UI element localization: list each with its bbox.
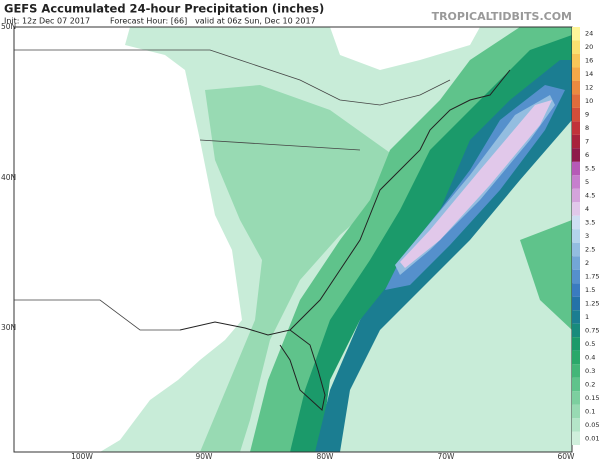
colorbar-swatch <box>572 148 580 162</box>
colorbar-label: 1.75 <box>585 272 599 280</box>
colorbar-swatch <box>572 67 580 81</box>
coastline <box>289 69 511 331</box>
colorbar-swatch <box>572 215 580 230</box>
lon-label: 60W <box>558 452 576 461</box>
colorbar-label: 2 <box>585 259 589 267</box>
max-precip <box>400 100 552 268</box>
colorbar-label: 0.5 <box>585 340 595 348</box>
colorbar-label: 0.1 <box>585 407 595 415</box>
colorbar-label: 1 <box>585 313 589 321</box>
lon-label: 80W <box>317 452 335 461</box>
colorbar-swatch <box>572 175 580 189</box>
colorbar-swatch <box>572 404 580 419</box>
colorbar-label: 8 <box>585 124 589 132</box>
moderate-precip <box>520 220 572 330</box>
colorbar-label: 14 <box>585 70 593 78</box>
colorbar-label: 0.05 <box>585 421 599 429</box>
colorbar-swatch <box>572 364 580 378</box>
colorbar-label: 4 <box>585 205 589 213</box>
source: TROPICALTIDBITS.COM <box>432 10 572 23</box>
light-precip <box>200 85 400 452</box>
valid-time: valid at 06z Sun, Dec 10 2017 <box>195 17 316 26</box>
colorbar-label: 0.01 <box>585 434 599 442</box>
colorbar-label: 4.5 <box>585 192 595 200</box>
colorbar-label: 24 <box>585 30 593 38</box>
lon-label: 100W <box>71 452 93 461</box>
state-border <box>199 139 361 151</box>
colorbar-label: 16 <box>585 57 593 65</box>
colorbar-label: 1.25 <box>585 299 599 307</box>
colorbar-swatch <box>572 121 580 135</box>
colorbar-swatch <box>572 80 580 95</box>
border <box>14 49 451 106</box>
colorbar-swatch <box>572 323 580 338</box>
colorbar-swatch <box>572 337 580 351</box>
colorbar-swatch <box>572 350 580 365</box>
colorbar-label: 0.15 <box>585 394 599 402</box>
colorbar-label: 0.4 <box>585 353 595 361</box>
colorbar-swatch <box>572 27 580 41</box>
colorbar-label: 0.2 <box>585 380 595 388</box>
coastline <box>179 321 326 411</box>
colorbar-swatch <box>572 431 580 445</box>
colorbar-swatch <box>572 283 580 297</box>
colorbar-swatch <box>572 94 580 108</box>
colorbar-label: 3.5 <box>585 219 595 227</box>
dry-area <box>14 27 242 452</box>
colorbar-swatch <box>572 229 580 243</box>
colorbar-swatch <box>572 418 580 432</box>
colorbar-label: 20 <box>585 43 593 51</box>
lon-label: 90W <box>196 452 214 461</box>
colorbar-label: 12 <box>585 84 593 92</box>
colorbar-swatch <box>572 40 580 54</box>
colorbar-swatch <box>572 188 580 203</box>
colorbar-swatch <box>572 377 580 392</box>
colorbar-swatch <box>572 161 580 176</box>
colorbar-label: 5 <box>585 178 589 186</box>
colorbar-swatch <box>572 107 580 122</box>
init-time: Init: 12z Dec 07 2017 <box>4 17 90 26</box>
colorbar-label: 9 <box>585 111 589 119</box>
colorbar-label: 0.75 <box>585 326 599 334</box>
colorbar-swatch <box>572 310 580 324</box>
colorbar-swatch <box>572 242 580 257</box>
colorbar-label: 10 <box>585 97 593 105</box>
state-border <box>14 299 180 331</box>
colorbar-label: 7 <box>585 138 589 146</box>
lon-label: 70W <box>438 452 456 461</box>
colorbar-label: 1.5 <box>585 286 595 294</box>
lat-label: 40N <box>1 173 16 182</box>
dry-area <box>330 27 480 70</box>
colorbar-swatch <box>572 296 580 311</box>
colorbar-label: 2.5 <box>585 245 595 253</box>
colorbar-swatch <box>572 256 580 270</box>
colorbar-swatch <box>572 269 580 284</box>
colorbar-swatch <box>572 53 580 68</box>
colorbar-label: 0.3 <box>585 367 595 375</box>
colorbar-swatch <box>572 202 580 216</box>
lat-label: 30N <box>1 323 16 332</box>
colorbar-swatch <box>572 391 580 405</box>
lat-label: 50N <box>1 22 16 31</box>
forecast-hour: Forecast Hour: [66] <box>110 17 187 26</box>
colorbar-label: 5.5 <box>585 165 595 173</box>
colorbar-swatch <box>572 134 580 149</box>
title: GEFS Accumulated 24-hour Precipitation (… <box>4 2 324 16</box>
colorbar-label: 3 <box>585 232 589 240</box>
colorbar-label: 6 <box>585 151 589 159</box>
map <box>13 26 573 453</box>
